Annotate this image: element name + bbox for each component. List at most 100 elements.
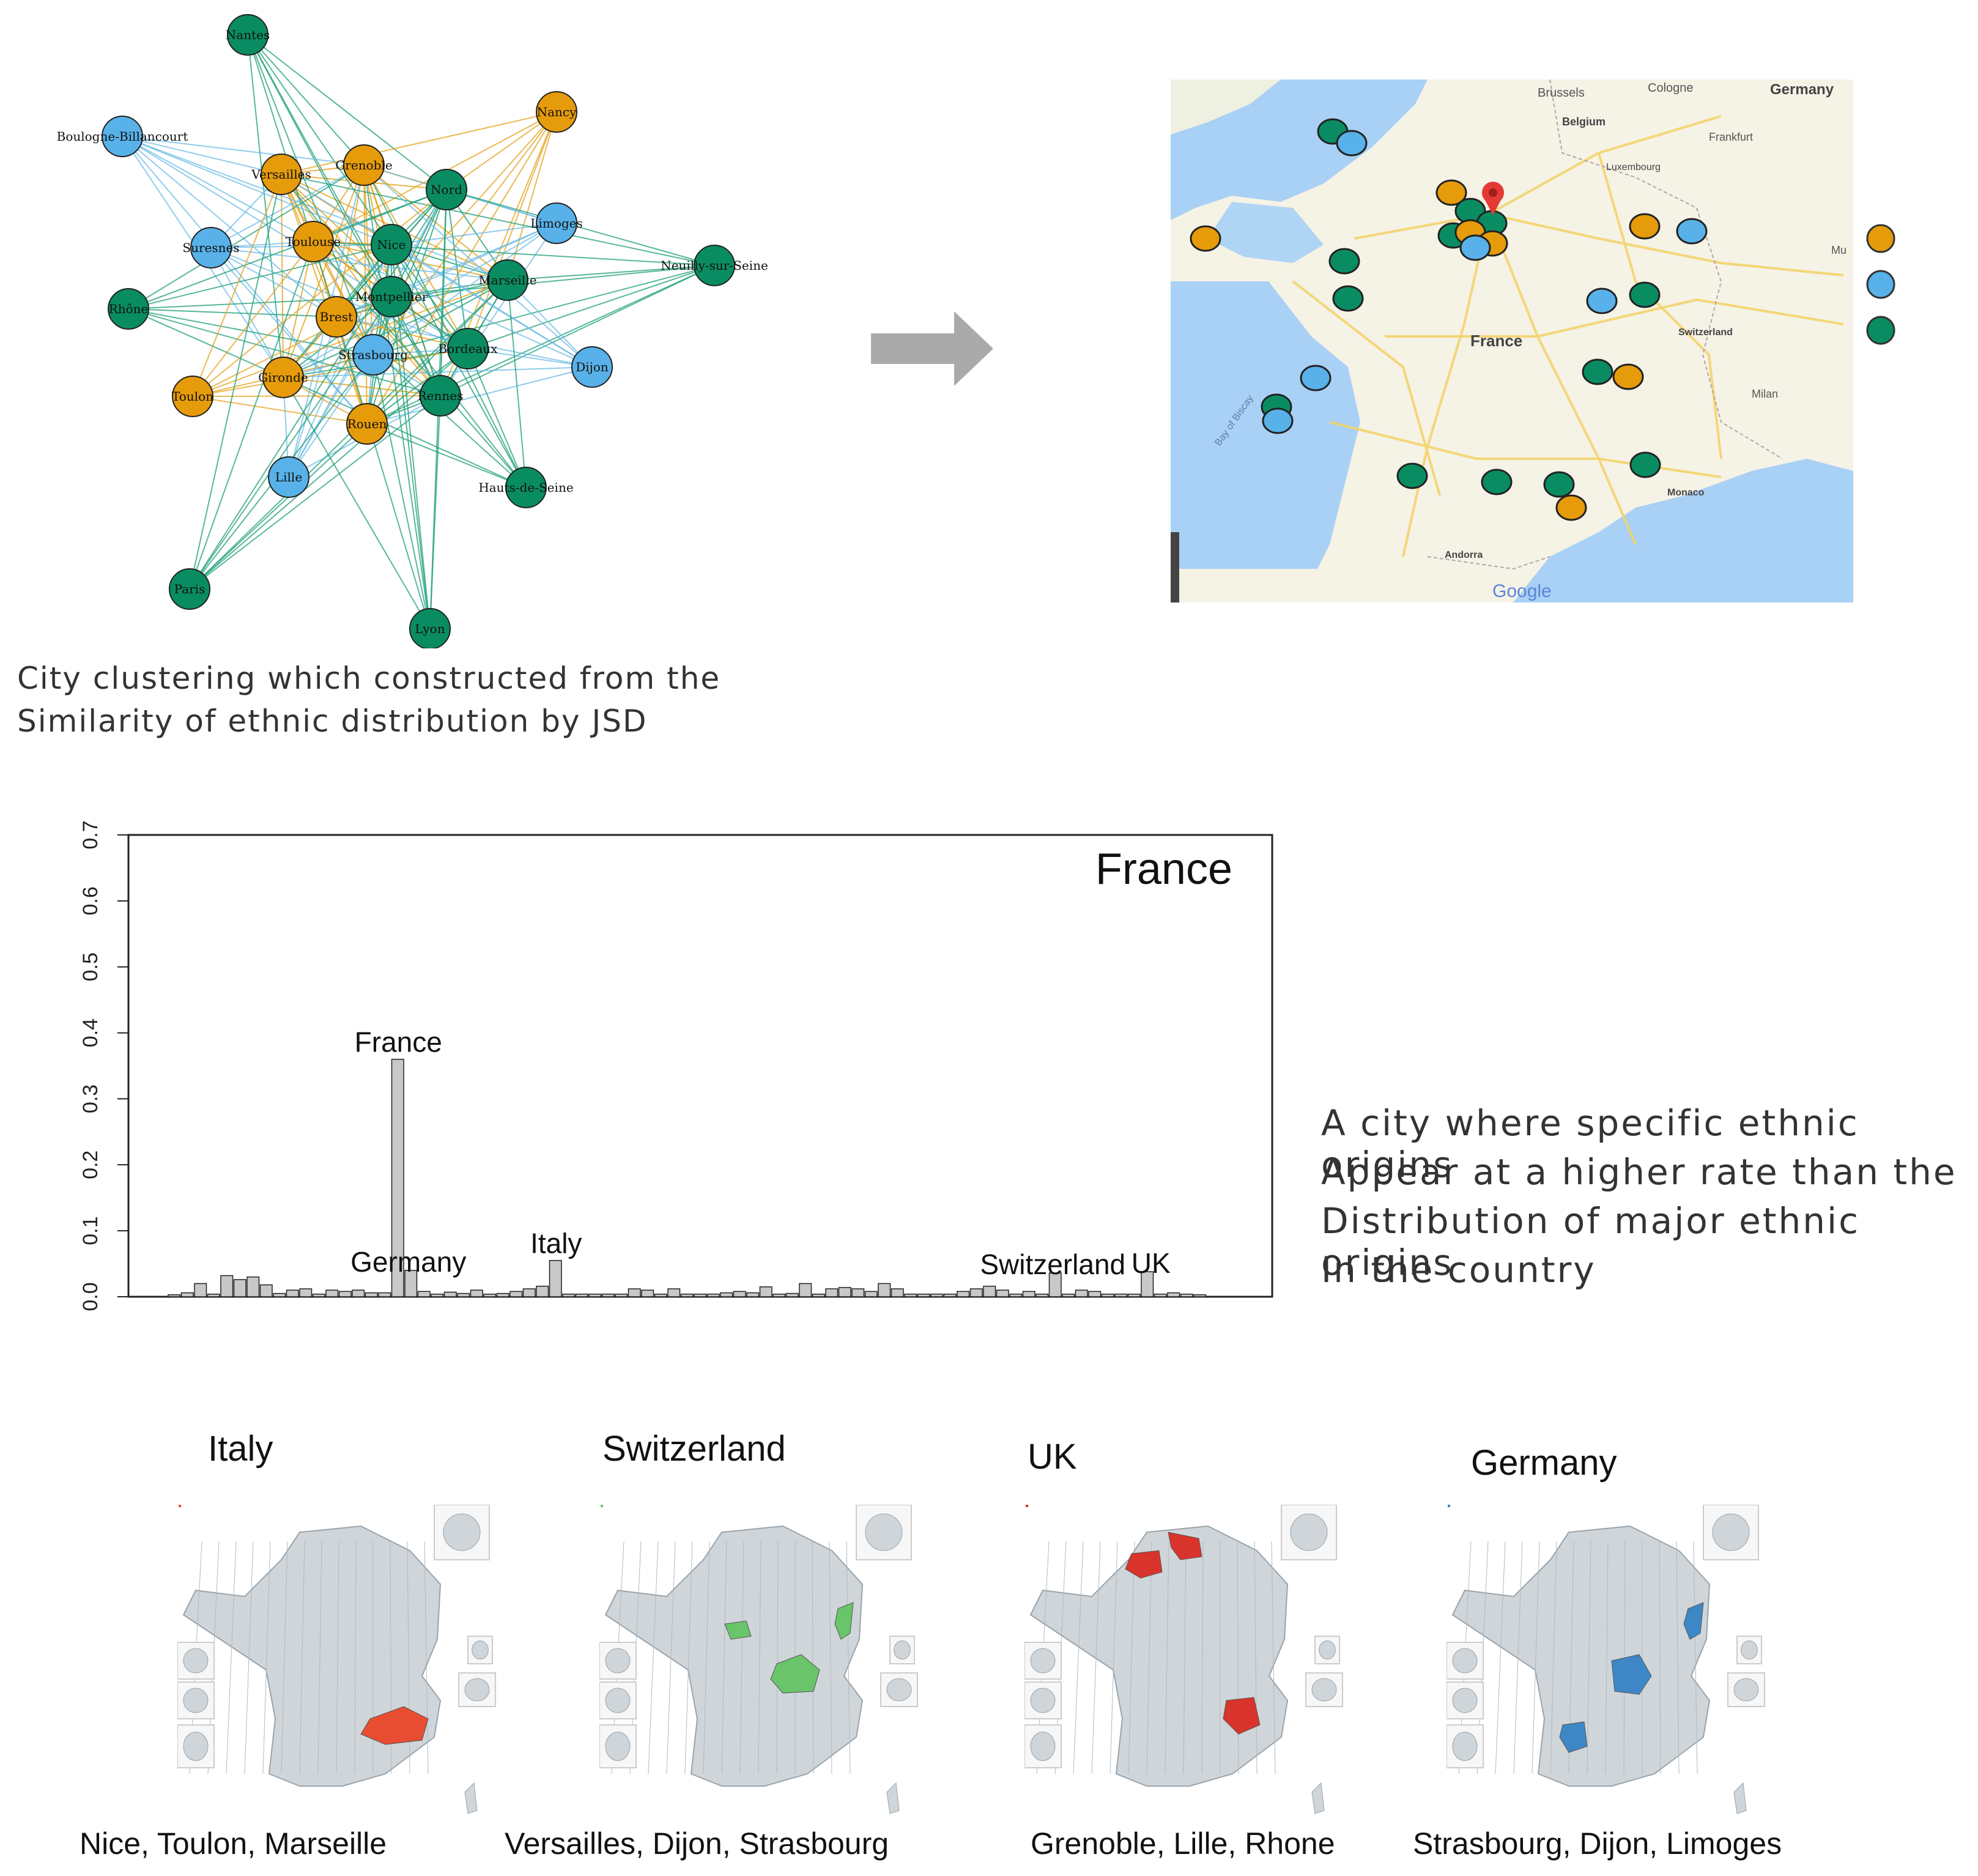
network-node: Nord [426,169,467,210]
map-city-marker [1190,225,1221,252]
network-edge [391,296,431,629]
network-edge [192,396,368,425]
network-node: Toulouse [286,221,341,262]
network-node-label: Boulogne-Billancourt [57,129,188,144]
network-edge [281,174,368,425]
network-node-label: Bordeaux [438,341,498,356]
chart-bar [1193,1294,1207,1297]
highlighted-region [724,1620,752,1640]
map-city-marker [1262,407,1294,434]
network-node-label: Limoges [530,216,583,231]
chart-annotation-label: France [355,1026,442,1058]
network-edge [507,265,715,281]
overseas-territory [605,1732,631,1761]
network-edge [363,165,368,425]
network-node: Neuilly-sur-Seine [661,245,768,286]
map-city-marker [1629,281,1661,308]
department-border [648,1541,659,1774]
chart-bar [878,1283,891,1297]
corsica [1733,1782,1747,1814]
network-node: Paris [169,568,210,610]
network-edge [189,174,282,590]
department-border [424,1541,429,1774]
chart-bar [496,1292,509,1297]
y-axis: 0.0 0.1 0.2 0.3 0.4 0.5 0.6 0.7 [79,820,129,1311]
network-node-label: Grenoble [335,158,392,172]
chart-bar [431,1293,444,1297]
network-edge [122,136,282,175]
department-border [1271,1541,1276,1774]
highlighted-region [360,1706,429,1745]
network-node-circle [343,144,385,186]
network-node-circle [487,259,528,301]
france-outline [604,1525,864,1787]
network-edge [247,34,374,355]
highlighted-region [770,1654,820,1694]
network-edge [247,34,392,245]
map-label-monaco: Monaco [1667,488,1705,498]
chart-bar [943,1293,957,1297]
network-edge [440,265,715,396]
overseas-territory [183,1732,209,1761]
chart-bar [536,1285,549,1297]
network-node: Montpellier [355,276,428,317]
network-edge [192,189,447,397]
chart-bar [628,1288,641,1297]
department-border [226,1541,237,1774]
chart-description-line3: Distribution of major ethnic origins [1321,1200,1861,1283]
chart-bar [1101,1293,1114,1297]
overseas-territory [1290,1513,1328,1551]
network-node-label: Nord [431,182,462,197]
map-label-frankfurt: Frankfurt [1709,131,1753,143]
network-edge [429,395,441,629]
chart-description-line4: In the country [1321,1249,1596,1291]
network-edge [210,247,508,281]
chart-bar [338,1291,352,1297]
network-node: Nantes [226,14,270,56]
chart-bar [1022,1291,1035,1297]
choropleth-cities: Grenoble, Lille, Rhone [1031,1826,1335,1861]
y-tick-label: 0.7 [79,820,102,849]
chart-bar [1180,1293,1193,1297]
department-border [703,1541,710,1774]
department-border [1532,1541,1540,1774]
network-edge [189,280,508,590]
network-node-circle [261,154,302,195]
network-node-label: Toulouse [286,234,341,249]
chart-bar [1048,1272,1062,1297]
network-edge [391,111,557,297]
map-label-brussels: Brussels [1538,86,1585,100]
network-node-label: Toulon [172,389,213,404]
department-border [846,1541,851,1774]
channel-gap [1207,202,1324,263]
choropleth-title: Italy [208,1429,273,1469]
network-edge [128,308,441,396]
network-node-circle [227,14,269,56]
network-edge [391,265,715,297]
department-border [262,1541,271,1774]
network-edge [467,348,593,368]
network-node-circle [571,346,613,388]
chart-bar [969,1288,983,1297]
network-node: Suresnes [182,227,240,269]
chart-bar [706,1293,720,1297]
france-departments [1029,1525,1289,1787]
y-tick-label: 0.3 [79,1084,102,1113]
department-border [299,1541,305,1774]
choropleth-legend-swatch [601,1505,603,1507]
chart-bar [522,1288,536,1297]
network-edge [283,377,441,396]
map-city-marker [1459,234,1491,261]
highlighted-region [1168,1532,1202,1560]
network-node: Brest [316,296,357,338]
map-label-andorra: Andorra [1445,550,1483,560]
network-node: Versailles [251,154,311,195]
department-border [721,1541,727,1774]
chart-bar [891,1288,904,1297]
network-node-label: Lyon [415,621,445,636]
chart-bar [851,1288,865,1297]
chart-bar [785,1292,799,1297]
europe-map[interactable]: Brussels Cologne Germany Belgium Frankfu… [1171,80,1853,602]
department-border [1128,1541,1135,1774]
legend-orange-dot [1866,224,1895,253]
